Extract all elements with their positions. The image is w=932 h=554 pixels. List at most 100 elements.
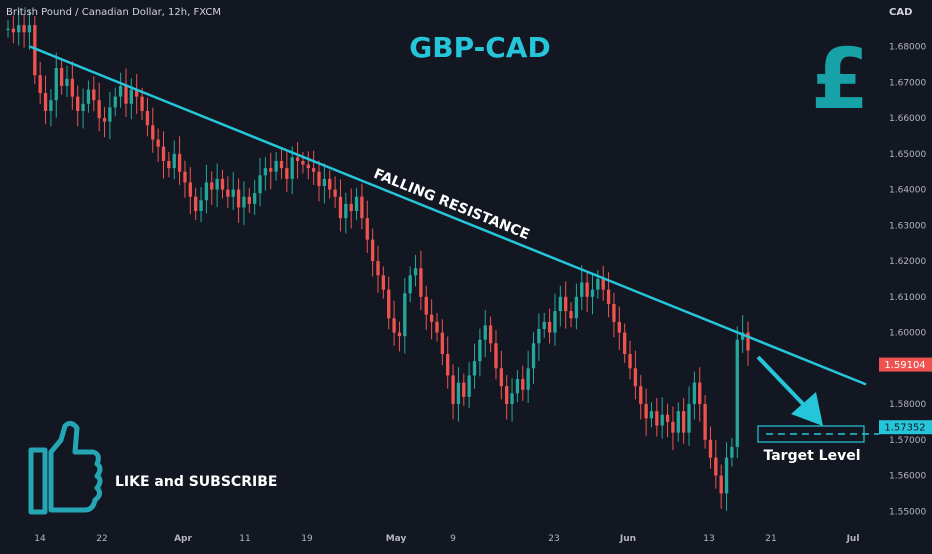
candle-body [311,168,316,172]
candle-body [644,404,648,419]
candle-body [49,100,53,111]
candle-body [365,218,369,240]
candle-body [258,175,262,194]
candle-body [687,404,691,433]
candle-body [199,200,203,212]
svg-text:1.57352: 1.57352 [884,423,925,434]
candle-body [204,182,209,201]
candle-body [269,168,273,172]
candle-body [210,182,214,190]
candle-body [118,85,123,97]
candle-body [526,368,530,390]
candle-body [349,203,353,212]
target-price-tag: 1.57352 [879,420,932,435]
candle-body [194,196,198,212]
price-tick-label: 1.68000 [889,43,926,53]
candle-body [719,475,723,494]
candle-body [676,411,680,433]
candle-body [328,178,332,190]
candle-body [392,318,396,333]
time-tick-label: 23 [548,534,559,544]
candle-body [70,78,75,97]
candle-body [574,296,579,319]
candle-body [140,96,144,111]
candle-body [596,278,600,290]
candle-body [655,411,659,426]
candle-body [11,28,16,33]
candle-body [478,339,482,362]
price-tick-label: 1.60000 [889,329,926,339]
candle-body [263,168,268,176]
candle-body [344,203,348,219]
candle-body [564,296,568,312]
symbol-title: British Pound / Canadian Dollar, 12h, FX… [6,7,221,18]
candle-body [617,321,621,333]
thumbs-up-icon [28,420,103,515]
candle-body [306,164,310,169]
candle-body [220,178,225,190]
current-price-tag: 1.59104 [879,357,932,372]
candle-body [92,89,96,101]
time-tick-label: 13 [703,534,714,544]
candle-body [671,421,675,433]
candle-body [360,196,364,219]
candle-body [43,93,48,111]
candle-body [108,107,112,122]
candle-body [408,275,412,294]
time-tick-label: Jul [846,534,860,544]
candle-body [510,393,514,405]
candle-body [151,125,155,140]
candle-body [633,368,638,387]
candle-body [419,268,423,297]
candle-body [76,96,80,111]
currency-label: CAD [889,7,912,18]
candle-body [505,386,509,405]
trendline-label: FALLING RESISTANCE [371,166,531,243]
candle-body [124,85,128,104]
candle-body [236,189,241,208]
price-tick-label: 1.64000 [889,186,926,196]
candle-body [38,75,42,94]
candle-body [145,110,150,126]
candle-body [446,354,450,376]
candle-body [692,382,697,405]
candle-body [172,153,176,169]
time-tick-label: 22 [96,534,107,544]
candle-body [553,311,557,333]
candle-body [558,296,562,312]
candle-body [403,293,407,337]
candle-body [81,103,85,111]
price-axis: 1.68000 1.67000 1.66000 1.65000 1.64000 1.630… [889,43,926,518]
candle-body [515,379,520,394]
candle-body [27,25,32,33]
candle-body [451,375,455,405]
candle-body [387,289,391,319]
candle-body [724,457,729,494]
candle-body [156,139,160,147]
candle-body [547,321,552,333]
time-tick-label: Jun [619,534,636,544]
candle-body [113,96,117,108]
candle-body [97,100,101,119]
candle-body [714,457,718,476]
candle-body [102,118,107,122]
candle-body [59,68,64,86]
price-tick-label: 1.58000 [889,400,926,410]
candle-body [54,68,58,101]
pound-icon: £ [811,30,869,128]
trendline [29,45,867,386]
candle-body [183,171,187,183]
candle-body [494,343,498,369]
candle-body [628,354,632,369]
candle-body [730,446,734,458]
candle-body [285,168,289,179]
candle-body [247,196,251,204]
candle-body [456,382,461,405]
candle-body [167,160,171,169]
time-tick-label: May [386,534,407,544]
price-tick-label: 1.65000 [889,150,926,160]
time-tick-label: 19 [301,534,313,544]
time-axis: 14 22 Apr 11 19 May 9 23 Jun 13 21 Jul [34,534,859,544]
